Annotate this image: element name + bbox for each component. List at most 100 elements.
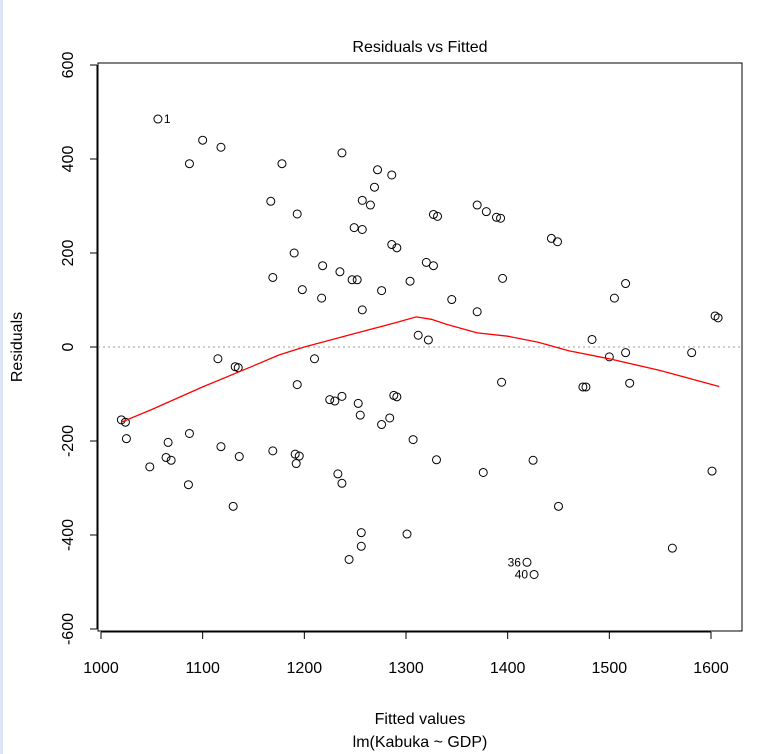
data-point [266, 196, 276, 206]
data-point [347, 275, 357, 285]
x-axis: 1000 1100 1200 1300 1400 1500 1600 [83, 631, 729, 677]
data-point [621, 348, 631, 358]
data-point [344, 554, 354, 564]
data-point [357, 305, 367, 315]
data-point [268, 446, 278, 456]
data-point [554, 501, 563, 511]
x-tick-label: 1200 [287, 660, 323, 677]
y-tick-label: 0 [60, 342, 77, 351]
y-tick-label: 600 [60, 52, 77, 79]
data-point [428, 209, 438, 219]
data-point [318, 261, 328, 271]
data-point [365, 200, 375, 210]
data-point [392, 392, 402, 402]
data-point [353, 398, 363, 408]
x-tick-label: 1400 [490, 660, 526, 677]
chart-title: Residuals vs Fitted [352, 39, 487, 56]
x-tick-label: 1100 [185, 660, 220, 677]
x-tick-label: 1500 [592, 660, 628, 677]
data-point [481, 207, 491, 217]
data-point [432, 455, 441, 465]
data-point [433, 211, 443, 221]
data-point [369, 182, 379, 192]
loess-smooth-line [121, 316, 720, 423]
point-label: 1 [164, 112, 171, 126]
x-tick-label: 1300 [388, 660, 424, 677]
data-point [166, 455, 176, 465]
data-point [335, 267, 345, 277]
data-point [578, 382, 588, 392]
data-point [377, 286, 387, 296]
data-point [413, 330, 423, 340]
data-point [421, 257, 431, 267]
data-point [121, 434, 131, 444]
point-label: 40 [515, 567, 529, 581]
data-point [496, 213, 506, 223]
data-point [216, 442, 226, 452]
data-point [713, 313, 723, 323]
data-point [472, 200, 482, 210]
data-point [423, 335, 433, 345]
data-point [625, 378, 635, 388]
data-point [609, 293, 619, 303]
data-point [356, 541, 366, 551]
data-point [428, 261, 438, 271]
data-point [184, 428, 194, 438]
data-point [153, 114, 163, 124]
data-point [294, 451, 304, 461]
data-point [333, 469, 343, 479]
x-tick-label: 1600 [693, 660, 729, 677]
data-point [292, 380, 302, 390]
data-point [289, 248, 299, 258]
data-point [522, 557, 532, 567]
y-tick-label: -200 [60, 425, 77, 457]
y-axis-title: Residuals [9, 312, 26, 382]
data-point [277, 159, 287, 169]
data-point [687, 348, 697, 358]
y-tick-label: -600 [60, 613, 77, 645]
data-point [528, 455, 538, 465]
window-edge [0, 0, 3, 754]
data-point [325, 395, 335, 405]
data-point [290, 449, 300, 459]
data-point [184, 159, 194, 169]
data-point [498, 273, 508, 283]
data-point [377, 420, 387, 430]
data-point [213, 354, 223, 364]
y-axis: -600 -400 -200 0 200 400 600 [60, 52, 98, 645]
data-point [387, 240, 397, 250]
data-point [552, 237, 562, 247]
data-point [587, 334, 597, 344]
chart-subtitle: lm(Kabuka ~ GDP) [353, 734, 488, 751]
data-point [604, 352, 614, 362]
data-point [145, 462, 155, 472]
data-point [491, 212, 501, 222]
data-point [357, 225, 367, 234]
data-point [408, 435, 418, 445]
data-point [402, 529, 412, 539]
y-tick-label: 200 [60, 240, 77, 267]
data-point [447, 295, 457, 305]
data-point [183, 480, 193, 490]
data-point [234, 452, 244, 462]
data-point [198, 135, 208, 145]
data-point [161, 452, 171, 462]
data-point [292, 209, 302, 219]
data-point [310, 354, 319, 364]
y-tick-label: 400 [60, 146, 77, 173]
data-point [373, 165, 383, 175]
data-point [291, 459, 301, 469]
data-point [330, 396, 340, 406]
data-point [356, 528, 366, 538]
x-axis-title: Fitted values [375, 711, 466, 728]
data-point [621, 279, 631, 289]
data-point [478, 467, 488, 477]
data-point [529, 569, 539, 579]
data-point [337, 478, 347, 488]
data-point [546, 233, 556, 243]
data-point [472, 307, 482, 317]
data-point [297, 285, 307, 295]
y-tick-label: -400 [60, 519, 77, 551]
